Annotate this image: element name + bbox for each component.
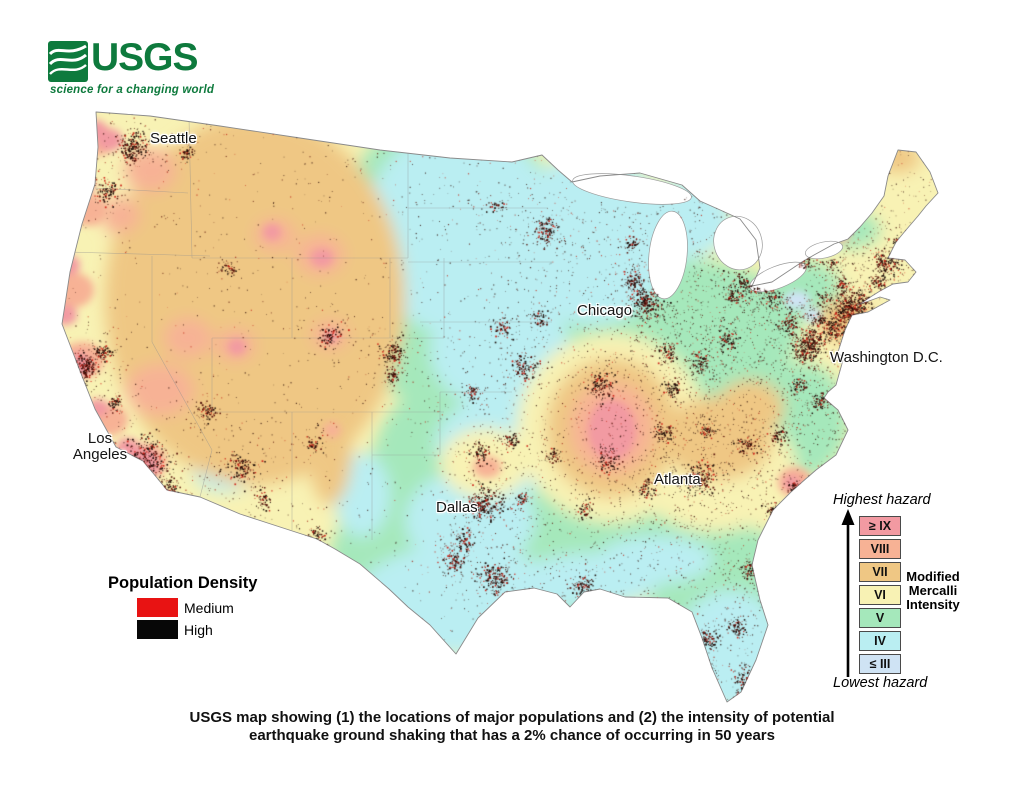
city-label-seattle: Seattle <box>150 130 197 147</box>
mmi-level-vii: VII <box>859 562 901 582</box>
city-label-atlanta: Atlanta <box>654 471 701 488</box>
city-label-washington-dc: Washington D.C. <box>830 349 943 366</box>
highest-hazard-label: Highest hazard <box>833 492 931 508</box>
mmi-level-iv: IV <box>859 631 901 651</box>
city-label-chicago: Chicago <box>577 302 633 319</box>
mmi-scale-label: Modified Mercalli Intensity <box>906 569 960 612</box>
population-legend-title: Population Density <box>108 574 258 592</box>
map-caption: USGS map showing (1) the locations of ma… <box>189 709 835 744</box>
lowest-hazard-label: Lowest hazard <box>833 675 928 691</box>
population-medium-swatch <box>137 598 178 617</box>
mmi-level-viii: VIII <box>859 539 901 559</box>
population-medium-label: Medium <box>184 600 234 616</box>
mmi-level-le-iii: ≤ III <box>859 654 901 674</box>
mmi-level-v: V <box>859 608 901 628</box>
city-label-los-angeles: Los Angeles <box>72 430 128 463</box>
population-high-label: High <box>184 622 213 638</box>
mmi-level-ge-ix: ≥ IX <box>859 516 901 536</box>
hazard-scale-arrow-icon <box>841 509 855 677</box>
city-label-dallas: Dallas <box>436 499 478 516</box>
mmi-level-vi: VI <box>859 585 901 605</box>
population-high-swatch <box>137 620 178 639</box>
